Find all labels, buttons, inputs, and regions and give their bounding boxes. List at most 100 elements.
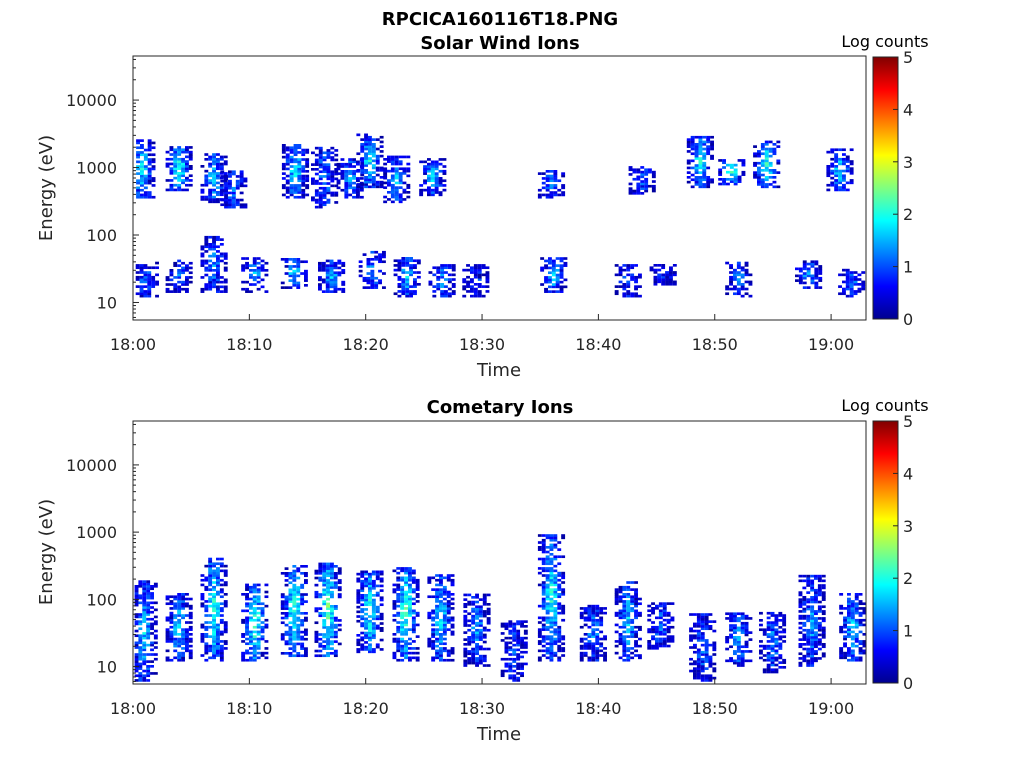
spectrogram-cell bbox=[330, 635, 334, 639]
spectrogram-cell bbox=[442, 158, 447, 161]
spectrogram-cell bbox=[153, 615, 158, 619]
spectrogram-cell bbox=[471, 596, 476, 599]
spectrogram-cell bbox=[181, 600, 185, 603]
spectrogram-cell bbox=[523, 625, 528, 628]
spectrogram-cell bbox=[219, 658, 224, 662]
spectrogram-cell bbox=[718, 178, 723, 181]
spectrogram-cell bbox=[379, 166, 384, 170]
spectrogram-cell bbox=[219, 607, 224, 610]
spectrogram-cell bbox=[341, 264, 346, 267]
spectrogram-cell bbox=[296, 616, 301, 620]
spectrogram-cell bbox=[142, 585, 147, 588]
spectrogram-cell bbox=[387, 160, 391, 163]
spectrogram-cell bbox=[850, 630, 855, 634]
spectrogram-cell bbox=[553, 651, 558, 655]
spectrogram-cell bbox=[208, 583, 213, 587]
spectrogram-cell bbox=[344, 184, 349, 187]
spectrogram-cell bbox=[686, 159, 691, 163]
spectrogram-cell bbox=[470, 285, 474, 288]
spectrogram-cell bbox=[726, 182, 730, 186]
spectrogram-cell bbox=[545, 195, 550, 199]
spectrogram-cell bbox=[733, 628, 737, 632]
spectrogram-cell bbox=[473, 294, 478, 298]
spectrogram-cell bbox=[404, 651, 408, 655]
spectrogram-cell bbox=[135, 266, 140, 270]
spectrogram-cell bbox=[224, 182, 228, 185]
spectrogram-cell bbox=[473, 283, 478, 286]
spectrogram-cell bbox=[849, 287, 854, 291]
spectrogram-cell bbox=[741, 170, 746, 174]
spectrogram-cell bbox=[219, 193, 224, 197]
spectrogram-cell bbox=[702, 154, 707, 158]
spectrogram-cell bbox=[333, 626, 338, 629]
spectrogram-cell bbox=[228, 184, 232, 188]
spectrogram-cell bbox=[544, 290, 548, 293]
spectrogram-cell bbox=[371, 650, 376, 654]
spectrogram-cell bbox=[725, 638, 730, 641]
spectrogram-cell bbox=[622, 595, 627, 599]
spectrogram-cell bbox=[396, 644, 401, 648]
spectrogram-cell bbox=[661, 275, 666, 279]
spectrogram-cell bbox=[392, 654, 397, 657]
spectrogram-cell bbox=[333, 290, 338, 293]
spectrogram-cell bbox=[818, 279, 823, 282]
spectrogram-cell bbox=[185, 183, 189, 187]
spectrogram-cell bbox=[548, 285, 552, 289]
spectrogram-cell bbox=[142, 676, 147, 680]
spectrogram-cell bbox=[430, 169, 435, 173]
spectrogram-cell bbox=[557, 583, 562, 587]
spectrogram-cell bbox=[245, 264, 249, 267]
spectrogram-cell bbox=[686, 140, 691, 144]
spectrogram-cell bbox=[647, 628, 652, 631]
spectrogram-cell bbox=[245, 595, 249, 599]
spectrogram-cell bbox=[595, 628, 600, 631]
spectrogram-cell bbox=[834, 183, 839, 187]
spectrogram-cell bbox=[853, 290, 858, 293]
spectrogram-cell bbox=[798, 626, 803, 630]
spectrogram-cell bbox=[702, 135, 707, 139]
spectrogram-cell bbox=[329, 276, 334, 279]
spectrogram-cell bbox=[344, 174, 349, 178]
spectrogram-cell bbox=[544, 264, 548, 267]
spectrogram-cell bbox=[284, 607, 289, 610]
spectrogram-cell bbox=[223, 172, 228, 175]
spectrogram-cell bbox=[544, 276, 548, 279]
spectrogram-cell bbox=[778, 611, 783, 615]
spectrogram-cell bbox=[228, 205, 232, 209]
spectrogram-cell bbox=[177, 651, 182, 655]
spectrogram-cell bbox=[778, 626, 783, 629]
spectrogram-cell bbox=[551, 273, 556, 277]
spectrogram-cell bbox=[318, 567, 323, 570]
spectrogram-cell bbox=[173, 633, 178, 636]
spectrogram-cell bbox=[817, 593, 822, 597]
spectrogram-cell bbox=[224, 196, 228, 200]
spectrogram-cell bbox=[188, 261, 193, 265]
spectrogram-cell bbox=[204, 174, 209, 178]
spectrogram-cell bbox=[838, 292, 842, 296]
spectrogram-cell bbox=[766, 633, 771, 636]
spectrogram-cell bbox=[169, 658, 174, 662]
spectrogram-cell bbox=[482, 640, 487, 644]
y-axis: 10 100 1000 10000 bbox=[66, 456, 139, 677]
spectrogram-cell bbox=[740, 631, 745, 634]
spectrogram-cell bbox=[614, 611, 619, 615]
spectrogram-cell bbox=[806, 631, 811, 634]
spectrogram-cell bbox=[147, 158, 152, 161]
spectrogram-cell bbox=[561, 574, 566, 577]
spectrogram-cell bbox=[256, 647, 261, 650]
spectrogram-cell bbox=[693, 643, 697, 647]
spectrogram-cell bbox=[471, 600, 476, 604]
spectrogram-cell bbox=[477, 278, 482, 281]
spectrogram-cell bbox=[541, 604, 546, 608]
spectrogram-cell bbox=[595, 614, 600, 617]
spectrogram-cell bbox=[798, 600, 803, 604]
spectrogram-cell bbox=[632, 177, 637, 181]
spectrogram-cell bbox=[288, 279, 293, 282]
spectrogram-cell bbox=[802, 624, 807, 627]
spectrogram-cell bbox=[281, 155, 286, 159]
spectrogram-cell bbox=[200, 247, 205, 251]
spectrogram-cell bbox=[446, 649, 451, 653]
spectrogram-cell bbox=[146, 596, 151, 600]
spectrogram-cell bbox=[216, 628, 220, 631]
spectrogram-cell bbox=[216, 637, 220, 641]
